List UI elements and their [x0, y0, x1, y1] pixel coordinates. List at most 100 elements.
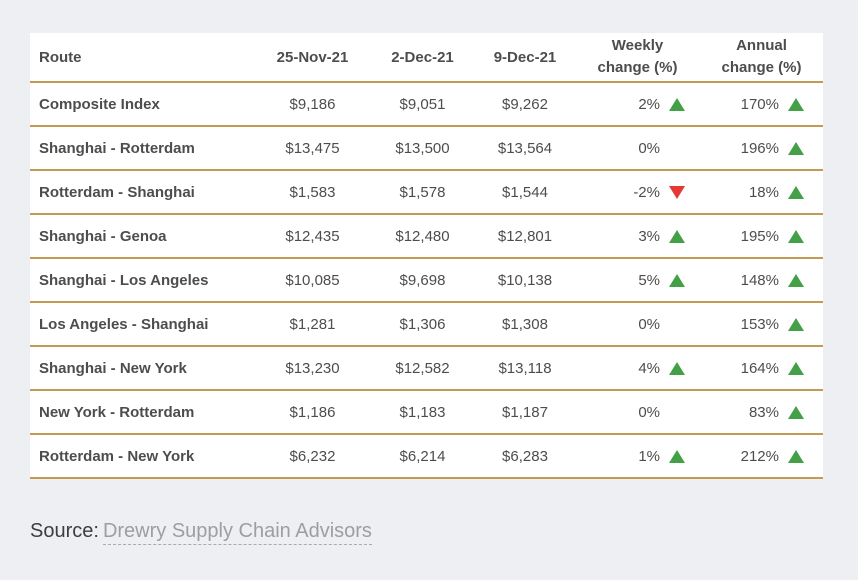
weekly-trend-icon: [666, 273, 688, 287]
annual-trend-icon: [785, 97, 807, 111]
annual-change-value: 148%: [740, 271, 779, 289]
price-2-dec: $1,183: [370, 390, 475, 435]
col-header-25-nov-21: 25-Nov-21: [255, 33, 370, 83]
annual-change-cell: 195%: [700, 214, 823, 259]
annual-change-value: 212%: [740, 447, 779, 465]
col-header-annual-change: Annual change (%): [700, 33, 823, 83]
price-25-nov: $9,186: [255, 82, 370, 127]
route-name: Los Angeles - Shanghai: [30, 302, 255, 347]
annual-change-cell: 153%: [700, 302, 823, 347]
weekly-trend-icon: [666, 141, 688, 155]
weekly-change-cell: 0%: [575, 390, 700, 435]
price-25-nov: $13,230: [255, 346, 370, 391]
weekly-change-cell: 5%: [575, 258, 700, 303]
annual-change-cell: 164%: [700, 346, 823, 391]
annual-change-cell: 148%: [700, 258, 823, 303]
price-2-dec: $12,480: [370, 214, 475, 259]
table-row: Shanghai - Rotterdam $13,475 $13,500 $13…: [30, 126, 823, 171]
col-header-annual-change-label: Annual change (%): [721, 37, 802, 76]
col-header-25-nov-21-label: 25-Nov-21: [276, 48, 349, 66]
annual-trend-icon: [785, 141, 807, 155]
weekly-change-value: -2%: [633, 183, 660, 201]
price-9-dec: $13,118: [475, 346, 575, 391]
annual-trend-icon: [785, 405, 807, 419]
price-9-dec: $9,262: [475, 82, 575, 127]
route-name: Rotterdam - Shanghai: [30, 170, 255, 215]
route-name: Shanghai - New York: [30, 346, 255, 391]
annual-change-value: 170%: [740, 95, 779, 113]
source-link[interactable]: Drewry Supply Chain Advisors: [102, 520, 372, 545]
table-row: Rotterdam - New York $6,232 $6,214 $6,28…: [30, 434, 823, 479]
source-line: Source: Drewry Supply Chain Advisors: [30, 520, 372, 545]
annual-change-cell: 18%: [700, 170, 823, 215]
annual-change-value: 196%: [740, 139, 779, 157]
freight-rates-table: Route 25-Nov-21 2-Dec-21 9-Dec-21 Weekly…: [30, 33, 823, 479]
route-name: New York - Rotterdam: [30, 390, 255, 435]
price-9-dec: $10,138: [475, 258, 575, 303]
weekly-change-value: 3%: [638, 227, 660, 245]
col-header-weekly-change: Weekly change (%): [575, 33, 700, 83]
price-2-dec: $1,306: [370, 302, 475, 347]
price-25-nov: $12,435: [255, 214, 370, 259]
price-25-nov: $10,085: [255, 258, 370, 303]
weekly-trend-icon: [666, 405, 688, 419]
weekly-trend-icon: [666, 449, 688, 463]
price-25-nov: $6,232: [255, 434, 370, 479]
weekly-change-cell: 3%: [575, 214, 700, 259]
price-9-dec: $1,187: [475, 390, 575, 435]
weekly-change-value: 0%: [638, 315, 660, 333]
price-2-dec: $13,500: [370, 126, 475, 171]
table-row: Shanghai - New York $13,230 $12,582 $13,…: [30, 346, 823, 391]
annual-trend-icon: [785, 229, 807, 243]
col-header-2-dec-21: 2-Dec-21: [370, 33, 475, 83]
table-row: Shanghai - Los Angeles $10,085 $9,698 $1…: [30, 258, 823, 303]
weekly-trend-icon: [666, 185, 688, 199]
annual-change-value: 195%: [740, 227, 779, 245]
col-header-9-dec-21-label: 9-Dec-21: [493, 48, 557, 66]
weekly-change-cell: 0%: [575, 302, 700, 347]
route-name: Shanghai - Genoa: [30, 214, 255, 259]
annual-change-cell: 212%: [700, 434, 823, 479]
price-9-dec: $12,801: [475, 214, 575, 259]
price-9-dec: $6,283: [475, 434, 575, 479]
annual-change-value: 164%: [740, 359, 779, 377]
weekly-change-value: 5%: [638, 271, 660, 289]
price-2-dec: $9,051: [370, 82, 475, 127]
annual-change-value: 18%: [748, 183, 779, 201]
route-name: Shanghai - Rotterdam: [30, 126, 255, 171]
col-header-2-dec-21-label: 2-Dec-21: [391, 48, 454, 66]
annual-change-cell: 83%: [700, 390, 823, 435]
weekly-change-value: 2%: [638, 95, 660, 113]
table-row: New York - Rotterdam $1,186 $1,183 $1,18…: [30, 390, 823, 435]
weekly-trend-icon: [666, 97, 688, 111]
route-name: Rotterdam - New York: [30, 434, 255, 479]
price-2-dec: $12,582: [370, 346, 475, 391]
weekly-trend-icon: [666, 229, 688, 243]
table-row: Los Angeles - Shanghai $1,281 $1,306 $1,…: [30, 302, 823, 347]
route-name: Shanghai - Los Angeles: [30, 258, 255, 303]
col-header-9-dec-21: 9-Dec-21: [475, 33, 575, 83]
annual-change-cell: 170%: [700, 82, 823, 127]
price-9-dec: $13,564: [475, 126, 575, 171]
price-25-nov: $1,281: [255, 302, 370, 347]
annual-trend-icon: [785, 317, 807, 331]
price-2-dec: $9,698: [370, 258, 475, 303]
price-25-nov: $1,186: [255, 390, 370, 435]
annual-trend-icon: [785, 185, 807, 199]
weekly-change-cell: 2%: [575, 82, 700, 127]
table-row: Rotterdam - Shanghai $1,583 $1,578 $1,54…: [30, 170, 823, 215]
weekly-change-cell: 0%: [575, 126, 700, 171]
weekly-change-cell: 1%: [575, 434, 700, 479]
annual-change-value: 153%: [740, 315, 779, 333]
table-row: Composite Index $9,186 $9,051 $9,262 2% …: [30, 82, 823, 127]
source-label: Source:: [30, 520, 99, 542]
col-header-route-label: Route: [39, 48, 82, 66]
price-2-dec: $1,578: [370, 170, 475, 215]
col-header-route: Route: [30, 33, 255, 83]
price-9-dec: $1,308: [475, 302, 575, 347]
price-25-nov: $1,583: [255, 170, 370, 215]
annual-trend-icon: [785, 449, 807, 463]
annual-trend-icon: [785, 273, 807, 287]
table-row: Shanghai - Genoa $12,435 $12,480 $12,801…: [30, 214, 823, 259]
weekly-change-value: 4%: [638, 359, 660, 377]
